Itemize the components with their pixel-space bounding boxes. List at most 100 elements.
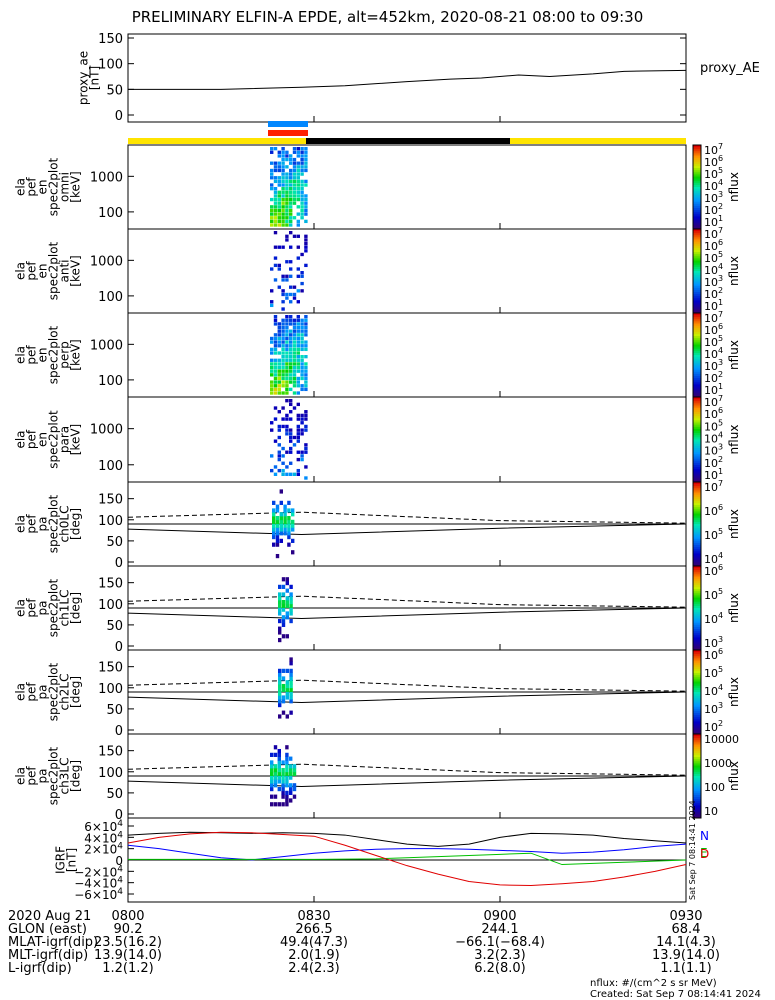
en-perp-cell xyxy=(273,351,278,355)
en-anti-colorbar-cell xyxy=(693,279,701,282)
en-omni-cell xyxy=(304,157,308,162)
en-omni-cell xyxy=(292,147,297,151)
en-para-colorbar-cell xyxy=(693,456,701,460)
en-perp-cell xyxy=(289,336,293,341)
pa-ch1-colorbar-cell xyxy=(693,591,701,594)
en-para-cell xyxy=(289,435,293,440)
pa-ch0-colorbar-cell xyxy=(693,482,701,485)
pa-ch3-cell xyxy=(277,756,281,761)
pa-ch0-colorbar-cell xyxy=(693,524,701,527)
pa-ch0-colorbar-cell xyxy=(693,526,701,529)
en-omni-cell xyxy=(281,219,285,224)
pa-ch2-cell xyxy=(289,683,293,689)
en-anti-cell xyxy=(281,289,285,293)
en-perp-cell xyxy=(300,325,304,330)
pa-ch3-colorbar-cell xyxy=(693,765,701,769)
en-anti-colorbar-cell xyxy=(693,229,701,232)
en-perp-cell xyxy=(277,358,281,362)
pa-ch3-ytick-label: 50 xyxy=(106,787,123,802)
en-para-cell xyxy=(289,439,293,443)
en-anti-colorbar-label: nflux xyxy=(727,256,741,286)
en-anti-cell xyxy=(281,274,285,278)
pa-ch1-cell xyxy=(285,580,289,586)
en-omni-colorbar-cell xyxy=(693,193,701,196)
en-perp-cell xyxy=(273,318,278,322)
pa-ch3-colorbar-cell xyxy=(693,790,701,794)
en-perp-cell xyxy=(296,391,300,395)
pa-ch1-cell xyxy=(285,599,289,605)
en-perp-ylabel-line: perp xyxy=(58,341,72,369)
en-omni-cell xyxy=(292,168,297,173)
en-omni-cell xyxy=(281,216,285,220)
pa-ch1-cell xyxy=(289,584,293,589)
en-omni-ylabel-line: omni xyxy=(58,172,72,202)
en-perp-cell xyxy=(277,329,281,333)
pa-ch2-colorbar-cell xyxy=(693,713,701,716)
en-anti-colorbar-cell xyxy=(693,268,701,272)
en-anti-cell xyxy=(285,278,289,282)
pa-ch0-ytick-label: 50 xyxy=(106,535,123,550)
en-perp-cell xyxy=(281,380,285,384)
pa-ch1-colorbar-cell xyxy=(693,616,701,619)
pa-ch0-cell xyxy=(287,542,291,547)
pa-ch0-colorbar-cell xyxy=(693,528,701,531)
en-para-cell xyxy=(281,468,285,473)
pa-ch0-colorbar-cell xyxy=(693,500,701,504)
pa-ch0-colorbar-cell xyxy=(693,496,701,500)
en-anti-cell xyxy=(296,300,300,304)
en-perp-cell xyxy=(285,322,289,326)
en-perp-colorbar-cell xyxy=(693,382,701,385)
en-anti-cell xyxy=(277,263,281,268)
en-para-cell xyxy=(281,454,285,458)
en-omni-colorbar-cell xyxy=(693,172,701,175)
pa-ch2-colorbar-cell xyxy=(693,708,701,712)
en-perp-cell xyxy=(281,333,285,337)
en-para-colorbar-cell xyxy=(693,433,701,436)
en-anti-cell xyxy=(304,245,308,249)
pa-ch3-colorbar-cell xyxy=(693,742,701,745)
en-perp-cell xyxy=(296,369,300,373)
pa-ch2-cell xyxy=(278,691,282,696)
en-omni-cell xyxy=(289,190,293,194)
en-perp-colorbar-cell xyxy=(693,319,701,322)
pa-ch1-ytick-label: 50 xyxy=(106,619,123,634)
en-perp-cell xyxy=(304,329,308,333)
en-perp-colorbar-cell xyxy=(693,338,701,341)
en-anti-cell xyxy=(304,238,308,242)
en-omni-cell xyxy=(277,223,281,227)
en-para-colorbar-tick: 105 xyxy=(704,418,723,433)
pa-ch2-cell xyxy=(278,714,282,719)
pa-ch0-colorbar-cell xyxy=(693,484,701,487)
pa-ch0-cell xyxy=(272,508,276,513)
en-perp-cell xyxy=(285,336,289,341)
en-anti-colorbar-cell xyxy=(693,308,701,312)
pa-ch0-cell xyxy=(279,512,283,517)
en-para-colorbar-cell xyxy=(693,479,701,483)
en-omni-cell xyxy=(300,190,304,194)
en-perp-cell xyxy=(292,358,297,362)
en-omni-cell xyxy=(296,154,300,158)
en-perp-cell xyxy=(273,362,278,366)
en-para-cell xyxy=(277,450,281,454)
en-anti-ylabel-line: en xyxy=(36,264,50,279)
en-perp-cell xyxy=(285,391,289,395)
pa-ch1-colorbar-cell xyxy=(693,608,701,611)
pa-ch2-cell xyxy=(285,695,289,700)
en-anti-colorbar-cell xyxy=(693,298,701,301)
en-para-ytick-label: 1000 xyxy=(90,423,123,438)
en-para-cell xyxy=(289,410,293,414)
en-perp-cell xyxy=(285,318,289,322)
en-perp-cell xyxy=(300,333,304,337)
pa-ch0-colorbar-cell xyxy=(693,538,701,542)
en-omni-cell xyxy=(281,223,285,227)
en-perp-colorbar-cell xyxy=(693,365,701,369)
pa-ch0-cell xyxy=(279,531,283,536)
en-omni-cell xyxy=(270,176,274,180)
pa-ch1-colorbar-cell xyxy=(693,587,701,590)
en-omni-cell xyxy=(281,165,285,169)
en-omni-cell xyxy=(304,201,308,205)
en-omni-cell xyxy=(273,216,278,220)
en-omni-colorbar-cell xyxy=(693,226,701,230)
en-omni-cell xyxy=(300,172,304,176)
